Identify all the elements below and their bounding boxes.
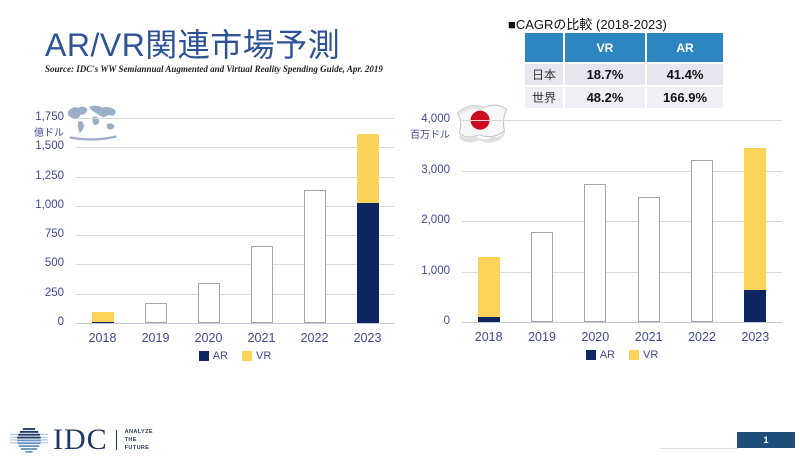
page-title: AR/VR関連市場予測 <box>45 27 341 63</box>
y-tick-label: 0 <box>57 316 64 328</box>
x-axis-year-label: 2021 <box>247 331 276 345</box>
y-tick-label: 1,250 <box>35 169 64 182</box>
bar-segment-vr <box>91 312 114 322</box>
y-tick-label: 4,000 <box>421 113 450 125</box>
legend-item-vr: VR <box>242 350 271 362</box>
cagr-header-vr: VR <box>563 33 645 62</box>
legend-label: AR <box>599 349 615 361</box>
row-label-japan: 日本 <box>525 62 563 85</box>
row-label-world: 世界 <box>525 85 563 108</box>
y-tick-label: 250 <box>44 286 64 299</box>
x-axis-year-label: 2023 <box>741 330 770 344</box>
y-axis-unit-label: 百万ドル <box>410 130 450 141</box>
gridline <box>76 176 394 178</box>
gridline <box>76 264 394 266</box>
idc-wordmark: IDC <box>53 423 108 456</box>
cagr-header-row: VR AR <box>525 33 723 62</box>
logo-divider <box>115 430 117 450</box>
world-map-icon <box>67 105 117 141</box>
y-tick-label: 2,000 <box>421 214 450 226</box>
y-tick-label: 1,500 <box>35 140 64 153</box>
legend-label: VR <box>256 350 272 362</box>
footer-line <box>660 448 738 449</box>
legend-swatch-ar <box>585 350 596 360</box>
page-number-badge: 1 <box>737 432 795 448</box>
gridline <box>76 323 394 324</box>
legend-label: VR <box>643 349 659 361</box>
table-row-world: 世界 48.2% 166.9% <box>525 85 723 108</box>
x-axis-year-label: 2021 <box>634 330 663 344</box>
cagr-table: VR AR 日本 18.7% 41.4% 世界 48.2% 166.9% <box>525 33 723 108</box>
gridline <box>76 205 394 207</box>
chart-legend: AR VR <box>462 349 782 361</box>
bar-total-outline <box>144 302 167 323</box>
y-tick-label: 750 <box>44 228 64 241</box>
japan-flag-icon <box>456 104 508 143</box>
bar-segment-ar <box>744 289 767 322</box>
legend-label: AR <box>212 350 228 362</box>
y-tick-label: 500 <box>44 257 64 270</box>
cagr-header-empty <box>525 33 563 62</box>
gridline <box>76 235 394 237</box>
x-axis-year-label: 2022 <box>300 331 329 345</box>
gridline <box>76 118 394 119</box>
bar-total-outline <box>637 196 660 322</box>
y-axis-unit-label: 億ドル <box>34 128 64 139</box>
legend-swatch-vr <box>629 350 639 360</box>
gridline <box>76 293 394 295</box>
idc-logo: IDC ANALYZE THE FUTURE <box>10 425 155 455</box>
cagr-table-title: ■CAGRの比較 (2018-2023) <box>508 17 667 32</box>
bar-segment-ar <box>356 202 379 323</box>
x-axis-year-label: 2022 <box>688 330 716 344</box>
idc-tagline: ANALYZE THE FUTURE <box>124 428 153 452</box>
gridline <box>462 120 782 121</box>
gridline <box>462 322 782 323</box>
table-row-japan: 日本 18.7% 41.4% <box>525 62 723 85</box>
bar-total-outline <box>691 160 713 322</box>
world-vr-cagr: 48.2% <box>563 85 645 108</box>
japan-ar-cagr: 41.4% <box>645 62 723 85</box>
japan-vr-cagr: 18.7% <box>563 62 645 85</box>
world-ar-cagr: 166.9% <box>645 85 723 108</box>
gridline <box>462 221 782 222</box>
x-axis-year-label: 2020 <box>194 331 223 345</box>
x-axis-year-label: 2018 <box>88 331 117 345</box>
legend-item-ar: AR <box>198 350 228 362</box>
bar-total-outline <box>250 245 273 323</box>
y-tick-label: 1,750 <box>35 111 64 123</box>
bar-segment-vr <box>356 134 379 203</box>
gridline <box>462 271 782 273</box>
chart-legend: AR VR <box>76 350 394 362</box>
bar-total-outline <box>584 184 607 322</box>
x-axis-year-label: 2019 <box>141 331 170 345</box>
bar-total-outline <box>303 189 326 323</box>
bar-segment-vr <box>477 257 500 317</box>
gridline <box>462 170 782 172</box>
bar-total-outline <box>197 283 220 323</box>
legend-swatch-vr <box>242 351 252 361</box>
x-axis-year-label: 2020 <box>581 330 610 344</box>
x-axis-year-label: 2023 <box>353 331 382 345</box>
y-tick-label: 3,000 <box>421 163 450 176</box>
legend-item-ar: AR <box>585 349 615 361</box>
bar-segment-vr <box>744 148 767 290</box>
bar-total-outline <box>531 232 553 322</box>
bar-segment-ar <box>91 322 114 323</box>
y-tick-label: 1,000 <box>35 198 64 211</box>
x-axis-year-label: 2018 <box>474 330 503 344</box>
gridline <box>76 147 394 149</box>
cagr-header-ar: AR <box>645 33 723 62</box>
legend-item-vr: VR <box>629 349 658 361</box>
x-axis-year-label: 2019 <box>528 330 556 344</box>
y-tick-label: 0 <box>443 315 450 327</box>
legend-swatch-ar <box>198 351 209 361</box>
bar-segment-ar <box>477 316 500 322</box>
source-citation: Source: IDC's WW Semiannual Augmented an… <box>45 64 383 74</box>
y-tick-label: 1,000 <box>421 264 450 277</box>
idc-globe-icon <box>10 428 48 453</box>
